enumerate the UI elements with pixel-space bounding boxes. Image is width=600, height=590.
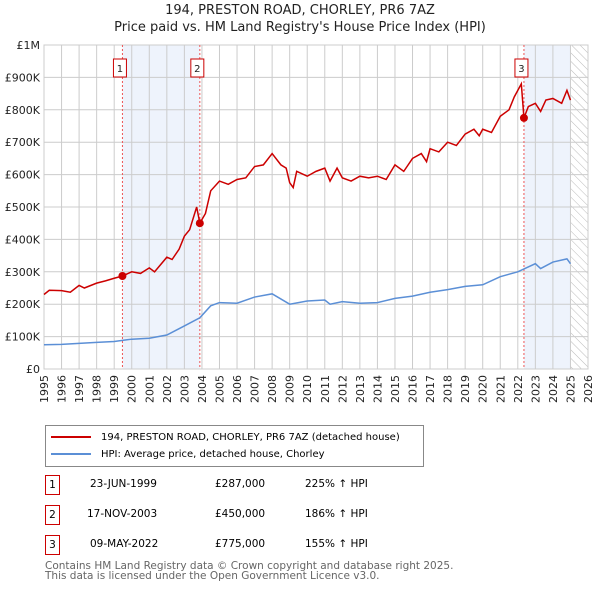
y-tick-label: £0 xyxy=(26,363,40,376)
x-tick-label: 2007 xyxy=(249,375,262,403)
x-tick-label: 2010 xyxy=(301,375,314,403)
x-tick-label: 2005 xyxy=(213,375,226,403)
sale-marker-box xyxy=(112,58,127,78)
x-tick-label: 2012 xyxy=(336,375,349,403)
footer: Contains HM Land Registry data © Crown c… xyxy=(45,560,454,582)
x-tick-label: 2008 xyxy=(266,375,279,403)
x-tick-label: 2017 xyxy=(424,375,437,403)
legend-item-hpi: HPI: Average price, detached house, Chor… xyxy=(46,446,325,462)
y-tick-label: £600K xyxy=(5,169,41,182)
y-tick-label: £300K xyxy=(5,266,41,279)
transaction-date: 17-NOV-2003 xyxy=(87,508,158,520)
x-tick-label: 2024 xyxy=(547,375,560,403)
sale-point xyxy=(519,113,528,122)
x-tick-label: 2025 xyxy=(564,375,577,403)
chart-subtitle: Price paid vs. HM Land Registry's House … xyxy=(114,20,486,35)
transaction-hpi: 186% ↑ HPI xyxy=(305,508,368,520)
legend-red-line xyxy=(51,436,91,438)
sale-point xyxy=(118,272,127,281)
transaction-row: 3 09-MAY-2022 £775,000 155% ↑ HPI xyxy=(45,535,465,555)
footer-line: Contains HM Land Registry data © Crown c… xyxy=(45,560,454,572)
x-tick-label: 1997 xyxy=(73,375,86,403)
transaction-price: £775,000 xyxy=(215,538,266,550)
sale-marker-label: 3 xyxy=(518,64,524,75)
transaction-number: 1 xyxy=(45,475,60,495)
x-tick-label: 2006 xyxy=(231,375,244,403)
legend-blue-line xyxy=(51,453,91,455)
sale-marker-box xyxy=(514,58,529,78)
y-tick-label: £700K xyxy=(5,136,41,149)
transaction-date: 09-MAY-2022 xyxy=(90,538,159,550)
y-tick-label: £900K xyxy=(5,71,41,84)
y-tick-label: £800K xyxy=(5,104,41,117)
x-tick-label: 2003 xyxy=(178,375,191,403)
y-tick-label: £200K xyxy=(5,298,41,311)
x-tick-label: 2013 xyxy=(354,375,367,403)
transaction-date: 23-JUN-1999 xyxy=(90,478,157,490)
sale-marker-box xyxy=(190,58,205,78)
x-tick-label: 2016 xyxy=(407,375,420,403)
x-tick-label: 2018 xyxy=(442,375,455,403)
x-tick-label: 2011 xyxy=(319,375,332,403)
x-tick-label: 2022 xyxy=(512,375,525,403)
y-tick-label: £500K xyxy=(5,201,41,214)
transaction-hpi: 155% ↑ HPI xyxy=(305,538,368,550)
transaction-price: £450,000 xyxy=(215,508,266,520)
footer-line: This data is licensed under the Open Gov… xyxy=(45,570,380,582)
sale-marker-label: 2 xyxy=(194,64,200,75)
transaction-row: 1 23-JUN-1999 £287,000 225% ↑ HPI xyxy=(45,475,465,495)
price-chart: 1995 1996 1997 1998 1999 2000 2001 2002 2003 2004… xyxy=(5,39,595,403)
series-line xyxy=(43,257,572,346)
plot-frame xyxy=(43,44,589,370)
y-tick-label: £400K xyxy=(5,233,41,246)
x-tick-label: 2021 xyxy=(494,375,507,403)
y-tick-label: £1M xyxy=(17,39,41,52)
x-tick-label: 2019 xyxy=(459,375,472,403)
legend-label: HPI: Average price, detached house, Chor… xyxy=(101,448,325,460)
legend-item-property: 194, PRESTON ROAD, CHORLEY, PR6 7AZ (det… xyxy=(46,429,400,445)
x-tick-label: 2002 xyxy=(161,375,174,403)
sale-marker-label: 1 xyxy=(117,64,123,75)
sale-point xyxy=(195,219,204,228)
x-tick-label: 2001 xyxy=(143,375,156,403)
legend-label: 194, PRESTON ROAD, CHORLEY, PR6 7AZ (det… xyxy=(101,431,400,443)
x-tick-label: 2020 xyxy=(477,375,490,403)
transaction-hpi: 225% ↑ HPI xyxy=(305,478,368,490)
x-tick-label: 1999 xyxy=(108,375,121,403)
x-tick-label: 1995 xyxy=(38,375,51,403)
x-tick-label: 1998 xyxy=(91,375,104,403)
x-tick-label: 2000 xyxy=(126,375,139,403)
x-tick-label: 2009 xyxy=(284,375,297,403)
legend: 194, PRESTON ROAD, CHORLEY, PR6 7AZ (det… xyxy=(45,425,424,467)
transaction-number: 2 xyxy=(45,505,60,525)
x-tick-label: 2015 xyxy=(389,375,402,403)
x-tick-label: 1996 xyxy=(56,375,69,403)
x-tick-label: 2026 xyxy=(582,375,595,403)
x-tick-label: 2014 xyxy=(371,375,384,403)
chart-title: 194, PRESTON ROAD, CHORLEY, PR6 7AZ xyxy=(165,3,435,18)
transaction-row: 2 17-NOV-2003 £450,000 186% ↑ HPI xyxy=(45,505,465,525)
transaction-price: £287,000 xyxy=(215,478,266,490)
transaction-number: 3 xyxy=(45,535,60,555)
x-tick-label: 2023 xyxy=(529,375,542,403)
x-tick-label: 2004 xyxy=(196,375,209,403)
series-line xyxy=(43,81,572,296)
y-tick-label: £100K xyxy=(5,331,41,344)
